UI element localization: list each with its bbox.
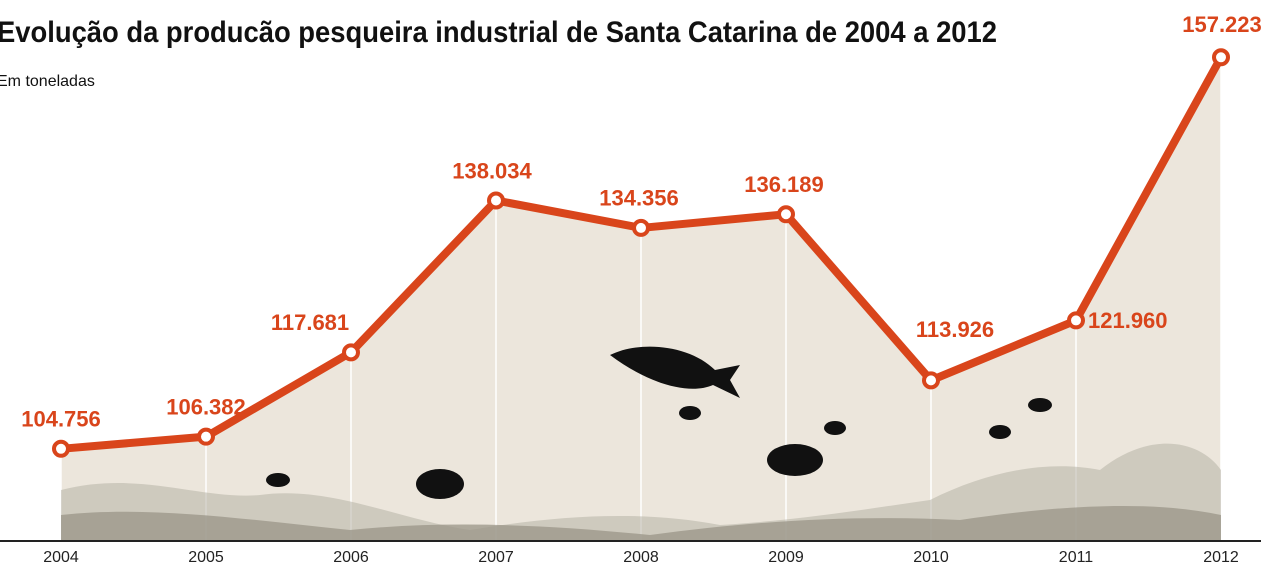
chart-subtitle: Em toneladas: [0, 73, 95, 90]
value-label: 138.034: [452, 158, 532, 183]
x-tick-label: 2008: [623, 549, 659, 566]
seabed-decoration: [61, 346, 1221, 541]
data-point: [777, 205, 795, 224]
x-tick-label: 2009: [768, 549, 804, 566]
chart-title: Evolução da producão pesqueira industria…: [0, 16, 997, 49]
x-tick-label: 2011: [1059, 549, 1094, 566]
value-label: 113.926: [916, 317, 994, 342]
data-point: [52, 439, 70, 458]
value-label: 106.382: [166, 394, 246, 419]
value-label: 134.356: [599, 186, 679, 211]
value-label: 157.223: [1182, 12, 1261, 37]
x-tick-label: 2005: [188, 549, 224, 566]
value-label: 136.189: [744, 172, 824, 197]
value-label: 121.960: [1088, 308, 1168, 333]
value-label: 117.681: [271, 310, 349, 335]
x-tick-label: 2012: [1203, 549, 1239, 566]
data-point: [487, 191, 505, 210]
x-tick-label: 2010: [913, 549, 949, 566]
value-label: 104.756: [21, 407, 101, 432]
x-tick-label: 2007: [478, 549, 514, 566]
data-point: [922, 371, 940, 390]
data-point: [197, 427, 215, 446]
data-point: [632, 218, 650, 237]
x-tick-label: 2004: [43, 549, 79, 566]
x-tick-label: 2006: [333, 549, 369, 566]
data-point: [342, 343, 360, 362]
data-point: [1212, 48, 1230, 67]
data-point: [1067, 311, 1085, 330]
